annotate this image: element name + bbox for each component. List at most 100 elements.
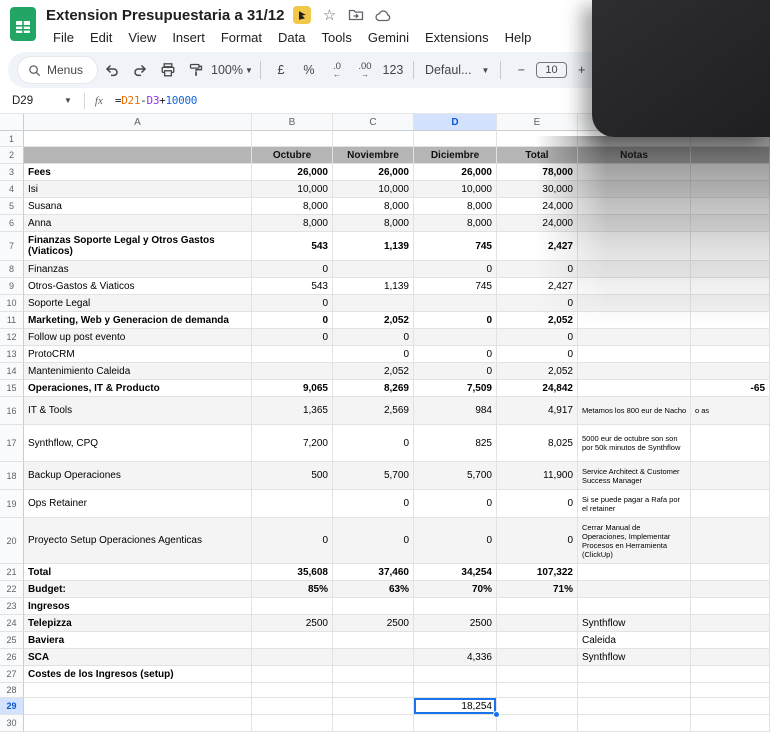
cell-D6[interactable]: 8,000 [414, 215, 497, 232]
cell-A25[interactable]: Baviera [24, 632, 252, 649]
cell-C3[interactable]: 26,000 [333, 164, 414, 181]
cell-A29[interactable] [24, 698, 252, 715]
cell-F23[interactable] [578, 598, 691, 615]
cell-B5[interactable]: 8,000 [252, 198, 333, 215]
cell-E6[interactable]: 24,000 [497, 215, 578, 232]
cell-D23[interactable] [414, 598, 497, 615]
formula-input[interactable]: =D21-D3+10000 [115, 94, 198, 107]
cell-A18[interactable]: Backup Operaciones [24, 462, 252, 490]
cell-D11[interactable]: 0 [414, 312, 497, 329]
cell-G27[interactable] [691, 666, 770, 683]
cell-G19[interactable] [691, 490, 770, 518]
cell-E4[interactable]: 30,000 [497, 181, 578, 198]
cell-G3[interactable] [691, 164, 770, 181]
format-percent-button[interactable]: % [303, 63, 315, 77]
cell-F20[interactable]: Cerrar Manual de Operaciones, Implementa… [578, 518, 691, 564]
cell-E23[interactable] [497, 598, 578, 615]
cell-B24[interactable]: 2500 [252, 615, 333, 632]
cell-D5[interactable]: 8,000 [414, 198, 497, 215]
cell-C6[interactable]: 8,000 [333, 215, 414, 232]
cell-E11[interactable]: 2,052 [497, 312, 578, 329]
cell-E29[interactable] [497, 698, 578, 715]
cell-G10[interactable] [691, 295, 770, 312]
cell-D10[interactable] [414, 295, 497, 312]
cell-G24[interactable] [691, 615, 770, 632]
cell-G7[interactable] [691, 232, 770, 261]
cell-A6[interactable]: Anna [24, 215, 252, 232]
cell-G23[interactable] [691, 598, 770, 615]
row-header-30[interactable]: 30 [0, 715, 24, 732]
row-header-16[interactable]: 16 [0, 397, 24, 425]
cell-D14[interactable]: 0 [414, 363, 497, 380]
cell-D28[interactable] [414, 683, 497, 698]
cell-C29[interactable] [333, 698, 414, 715]
cell-E10[interactable]: 0 [497, 295, 578, 312]
cell-B1[interactable] [252, 131, 333, 147]
cell-E5[interactable]: 24,000 [497, 198, 578, 215]
cell-F2[interactable]: Notas [578, 147, 691, 164]
menus-search-button[interactable]: Menus [18, 57, 98, 83]
grid-corner[interactable] [0, 114, 24, 131]
cell-E7[interactable]: 2,427 [497, 232, 578, 261]
cell-C30[interactable] [333, 715, 414, 732]
cell-E20[interactable]: 0 [497, 518, 578, 564]
cell-G28[interactable] [691, 683, 770, 698]
cell-C24[interactable]: 2500 [333, 615, 414, 632]
decrease-decimal-button[interactable]: .0 ← [332, 60, 341, 79]
cell-E15[interactable]: 24,842 [497, 380, 578, 397]
cell-A26[interactable]: SCA [24, 649, 252, 666]
cell-A22[interactable]: Budget: [24, 581, 252, 598]
decrease-font-size-button[interactable]: − [517, 63, 526, 77]
cell-F9[interactable] [578, 278, 691, 295]
cell-B11[interactable]: 0 [252, 312, 333, 329]
cell-C27[interactable] [333, 666, 414, 683]
cell-D17[interactable]: 825 [414, 425, 497, 462]
cell-G17[interactable] [691, 425, 770, 462]
cell-A20[interactable]: Proyecto Setup Operaciones Agenticas [24, 518, 252, 564]
name-box[interactable]: D29 [12, 94, 34, 107]
row-header-3[interactable]: 3 [0, 164, 24, 181]
row-header-24[interactable]: 24 [0, 615, 24, 632]
cell-B4[interactable]: 10,000 [252, 181, 333, 198]
cell-E17[interactable]: 8,025 [497, 425, 578, 462]
cell-A30[interactable] [24, 715, 252, 732]
document-title[interactable]: Extension Presupuestaria a 31/12 [46, 6, 285, 24]
cell-F5[interactable] [578, 198, 691, 215]
row-header-29[interactable]: 29 [0, 698, 24, 715]
row-header-9[interactable]: 9 [0, 278, 24, 295]
row-header-21[interactable]: 21 [0, 564, 24, 581]
cell-C9[interactable]: 1,139 [333, 278, 414, 295]
cell-E22[interactable]: 71% [497, 581, 578, 598]
row-header-18[interactable]: 18 [0, 462, 24, 490]
cell-D7[interactable]: 745 [414, 232, 497, 261]
sheets-logo-icon[interactable] [10, 7, 36, 41]
cell-A8[interactable]: Finanzas [24, 261, 252, 278]
cell-G9[interactable] [691, 278, 770, 295]
cell-A10[interactable]: Soporte Legal [24, 295, 252, 312]
cell-D30[interactable] [414, 715, 497, 732]
cell-A16[interactable]: IT & Tools [24, 397, 252, 425]
row-header-19[interactable]: 19 [0, 490, 24, 518]
cell-C18[interactable]: 5,700 [333, 462, 414, 490]
cloud-status-icon[interactable] [374, 6, 392, 24]
cell-D20[interactable]: 0 [414, 518, 497, 564]
cell-A13[interactable]: ProtoCRM [24, 346, 252, 363]
cell-G8[interactable] [691, 261, 770, 278]
cell-E24[interactable] [497, 615, 578, 632]
cell-B6[interactable]: 8,000 [252, 215, 333, 232]
cell-C20[interactable]: 0 [333, 518, 414, 564]
column-header-C[interactable]: C [333, 114, 414, 131]
cell-A19[interactable]: Ops Retainer [24, 490, 252, 518]
row-header-6[interactable]: 6 [0, 215, 24, 232]
cell-E16[interactable]: 4,917 [497, 397, 578, 425]
cell-B30[interactable] [252, 715, 333, 732]
format-currency-button[interactable]: £ [277, 63, 285, 77]
cell-B14[interactable] [252, 363, 333, 380]
cell-E21[interactable]: 107,322 [497, 564, 578, 581]
cell-B3[interactable]: 26,000 [252, 164, 333, 181]
cell-C2[interactable]: Noviembre [333, 147, 414, 164]
cell-A23[interactable]: Ingresos [24, 598, 252, 615]
row-header-27[interactable]: 27 [0, 666, 24, 683]
cell-C17[interactable]: 0 [333, 425, 414, 462]
row-header-28[interactable]: 28 [0, 683, 24, 698]
